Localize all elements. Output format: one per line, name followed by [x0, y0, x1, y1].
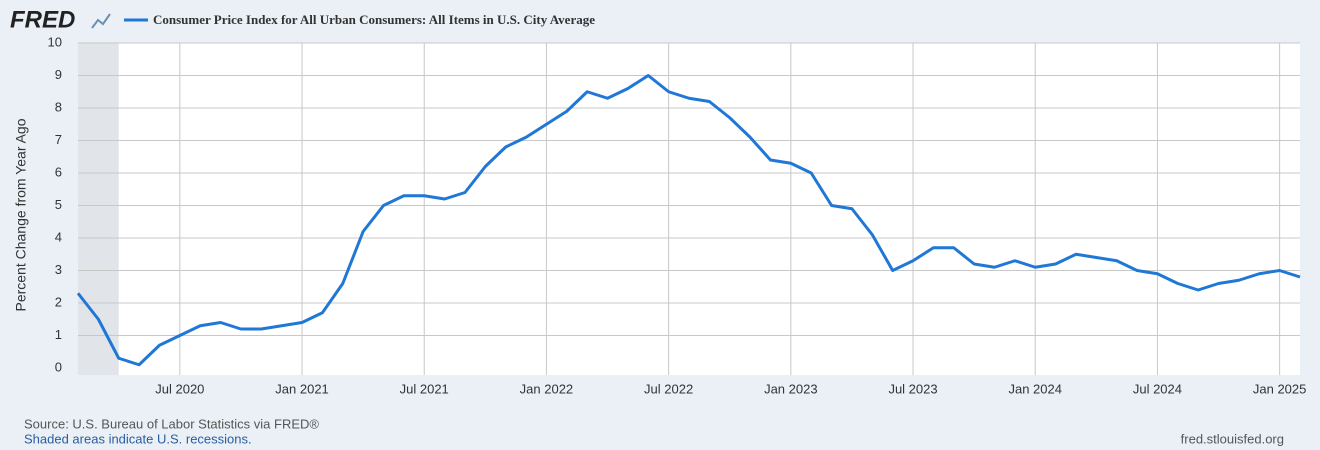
plot-area [78, 43, 1300, 375]
y-tick-label: 6 [55, 164, 62, 179]
y-tick-label: 8 [55, 99, 62, 114]
y-tick-label: 1 [55, 327, 62, 342]
x-tick-label: Jan 2024 [1008, 381, 1062, 396]
x-tick-label: Jan 2025 [1253, 381, 1307, 396]
y-tick-label: 3 [55, 262, 62, 277]
x-tick-label: Jul 2023 [888, 381, 937, 396]
logo: FRED [10, 6, 75, 33]
x-tick-label: Jan 2022 [520, 381, 574, 396]
x-tick-label: Jul 2022 [644, 381, 693, 396]
y-tick-label: 4 [55, 229, 62, 244]
x-tick-label: Jul 2024 [1133, 381, 1182, 396]
recession-band [78, 43, 119, 375]
source: Source: U.S. Bureau of Labor Statistics … [24, 416, 319, 431]
x-tick-label: Jan 2021 [275, 381, 329, 396]
x-tick-label: Jan 2023 [764, 381, 818, 396]
y-tick-label: 0 [55, 359, 62, 374]
y-tick-label: 2 [55, 294, 62, 309]
y-tick-label: 10 [48, 34, 62, 49]
x-tick-label: Jul 2020 [155, 381, 204, 396]
recession-note: Shaded areas indicate U.S. recessions. [24, 431, 252, 446]
x-tick-label: Jul 2021 [400, 381, 449, 396]
y-tick-label: 9 [55, 67, 62, 82]
y-axis-label: Percent Change from Year Ago [13, 118, 29, 311]
logo-icon [91, 13, 111, 29]
y-tick-label: 7 [55, 132, 62, 147]
legend-label: Consumer Price Index for All Urban Consu… [153, 12, 595, 27]
y-tick-label: 5 [55, 197, 62, 212]
data-line [76, 74, 1301, 367]
site: fred.stlouisfed.org [1181, 431, 1284, 446]
